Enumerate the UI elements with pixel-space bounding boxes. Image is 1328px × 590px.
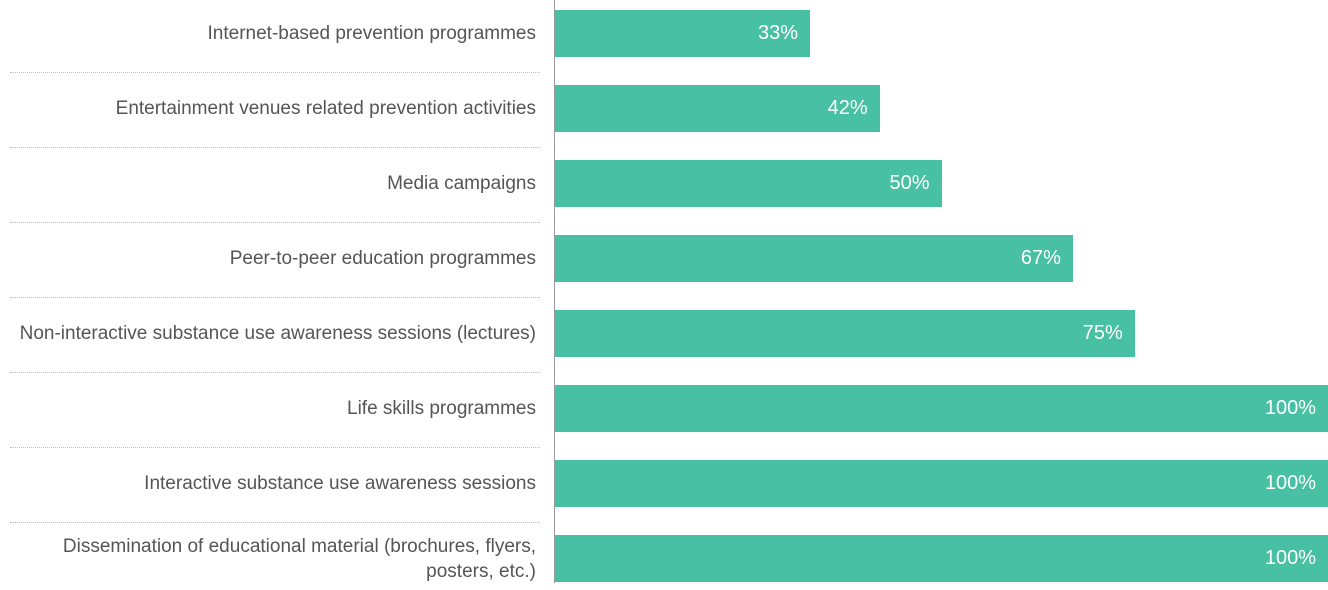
value-label: 33%: [758, 22, 799, 44]
category-label: Dissemination of educational material (b…: [62, 535, 536, 582]
value-label: 67%: [1020, 247, 1061, 269]
bar: [555, 385, 1328, 432]
bar: [555, 10, 811, 57]
row-separator: [10, 522, 540, 523]
category-label: Non-interactive substance use awareness …: [19, 323, 536, 344]
bar: [555, 160, 942, 207]
row-separator: [10, 72, 540, 73]
row-separator: [10, 297, 540, 298]
row-separator: [10, 447, 540, 448]
bar: [555, 535, 1328, 582]
bar: [555, 235, 1073, 282]
bar: [555, 460, 1328, 507]
row-separator: [10, 222, 540, 223]
value-label: 100%: [1264, 547, 1316, 569]
category-label: Media campaigns: [387, 173, 536, 194]
axis-line: [554, 0, 555, 583]
row-separator: [10, 372, 540, 373]
value-label: 75%: [1082, 322, 1123, 344]
bar: [555, 85, 880, 132]
category-label: Entertainment venues related prevention …: [115, 98, 536, 119]
value-label: 50%: [889, 172, 930, 194]
value-label: 100%: [1264, 397, 1316, 419]
category-label: Peer-to-peer education programmes: [229, 248, 536, 269]
bar: [555, 310, 1135, 357]
category-label: Life skills programmes: [347, 398, 536, 419]
value-label: 42%: [827, 97, 868, 119]
row-separator: [10, 147, 540, 148]
value-label: 100%: [1264, 472, 1316, 494]
category-label: Internet-based prevention programmes: [207, 23, 536, 44]
category-label: Interactive substance use awareness sess…: [144, 473, 536, 494]
